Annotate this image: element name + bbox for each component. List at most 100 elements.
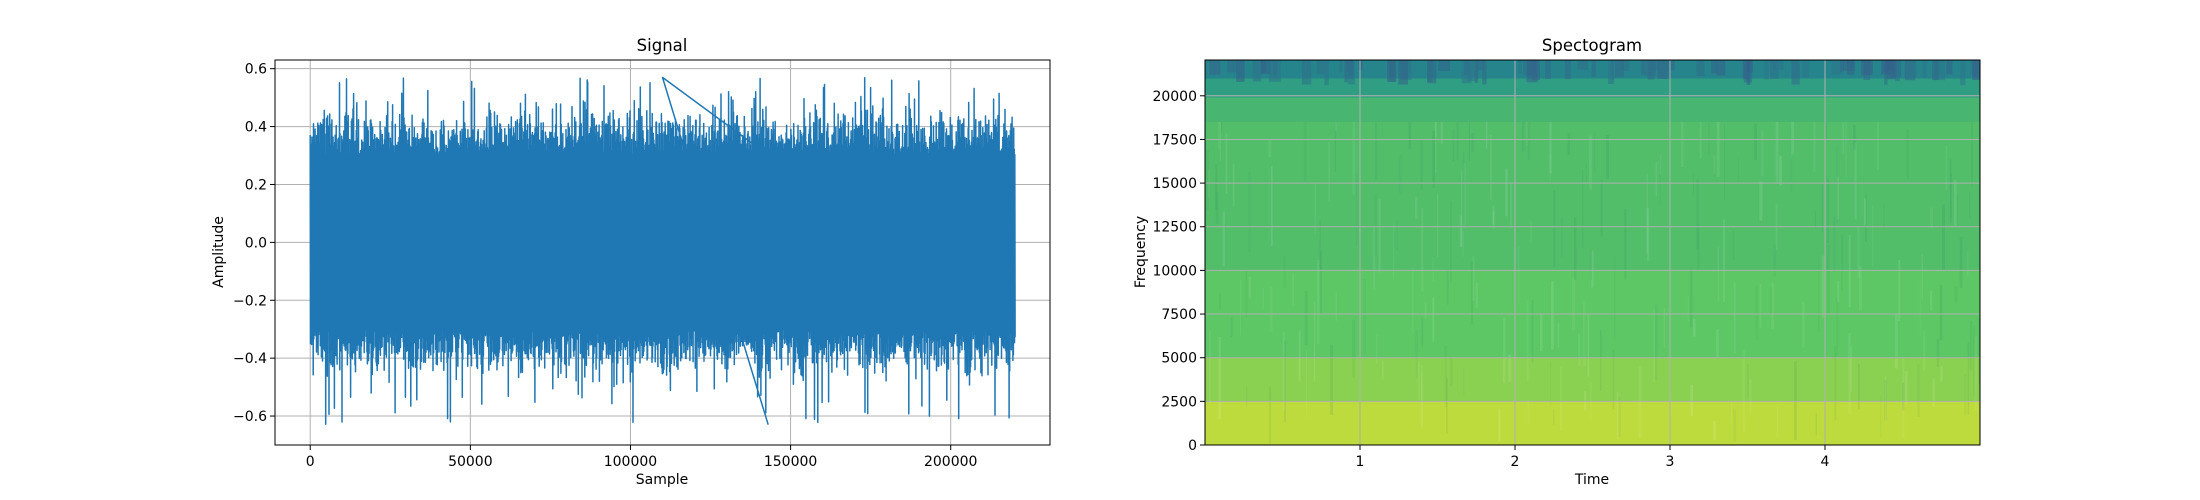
spectrogram-streak (1561, 217, 1563, 257)
spectrogram-streak (1208, 169, 1210, 198)
spectrogram-streak (1713, 420, 1716, 441)
spectrogram-y-tick-label: 2500 (1161, 394, 1197, 410)
spectrogram-blotch (1972, 60, 1980, 81)
spectrogram-streak (1319, 250, 1323, 314)
spectrogram-streak (1372, 227, 1376, 289)
spectrogram-streak (1733, 282, 1736, 353)
spectrogram-streak (1659, 153, 1662, 207)
signal-x-tick-label: 50000 (448, 454, 493, 470)
spectrogram-streak (1247, 172, 1251, 252)
spectrogram-streak (1848, 332, 1851, 415)
spectrogram-streak (1298, 330, 1301, 382)
spectrogram-streak (1919, 280, 1921, 336)
spectrogram-blotch (1268, 60, 1281, 82)
spectrogram-blotch (1614, 60, 1624, 77)
spectrogram-streak (1446, 378, 1448, 434)
spectrogram-streak (1352, 319, 1356, 378)
spectrogram-blotch (1895, 60, 1901, 82)
spectrogram-streak (1230, 317, 1233, 337)
spectrogram-streak (1978, 318, 1980, 384)
spectrogram-streak (1421, 208, 1424, 292)
spectrogram-blotch (1881, 60, 1893, 75)
spectrogram-streak (1813, 121, 1816, 172)
spectrogram-streak (1730, 401, 1733, 425)
spectrogram-y-tick-label: 17500 (1152, 132, 1197, 148)
spectrogram-streak (1424, 303, 1427, 319)
signal-y-tick-label: 0.0 (245, 235, 267, 251)
spectrogram-streak (1303, 121, 1307, 184)
spectrogram-streak (1567, 132, 1570, 155)
spectrogram-title: Spectogram (1542, 36, 1642, 55)
spectrogram-streak (1283, 256, 1286, 288)
spectrogram-streak (1550, 361, 1552, 405)
spectrogram-y-tick-label: 5000 (1161, 351, 1197, 367)
spectrogram-streak (1814, 210, 1816, 229)
spectrogram-streak (1352, 121, 1355, 195)
spectrogram-chart: 1 2 3 4 0 2500 5000 7500 10000 12500 15000 17500 20… (1133, 36, 1981, 488)
spectrogram-streak (1902, 382, 1905, 411)
spectrogram-streak (1940, 366, 1943, 382)
spectrogram-streak (1904, 370, 1908, 404)
spectrogram-streak (1432, 130, 1435, 188)
spectrogram-blotch (1831, 60, 1843, 75)
spectrogram-streak (1699, 121, 1702, 159)
spectrogram-streak (1841, 235, 1843, 291)
spectrogram-streak (1755, 285, 1759, 340)
spectrogram-streak (1432, 257, 1434, 282)
spectrogram-x-tick-label: 4 (1821, 454, 1830, 470)
spectrogram-streak (1492, 211, 1495, 229)
spectrogram-streak (1872, 204, 1874, 268)
spectrogram-blotch (1324, 60, 1329, 86)
spectrogram-streak (1775, 121, 1779, 184)
spectrogram-streak (1742, 350, 1745, 432)
spectrogram-blotch (1316, 60, 1325, 75)
spectrogram-streak (1600, 329, 1602, 392)
spectrogram-streak (1468, 121, 1470, 161)
spectrogram-streak (1930, 207, 1933, 229)
spectrogram-streak (1363, 279, 1367, 355)
spectrogram-streak (1305, 350, 1308, 419)
spectrogram-streak (1225, 133, 1228, 194)
spectrogram-streak (1382, 360, 1384, 380)
spectrogram-streak (1588, 135, 1592, 190)
spectrogram-streak (1245, 270, 1248, 317)
spectrogram-streak (1600, 179, 1603, 237)
signal-x-tick-label: 0 (306, 454, 315, 470)
spectrogram-streak (1692, 318, 1696, 337)
spectrogram-x-tick-label: 1 (1356, 454, 1365, 470)
spectrogram-streak (1821, 183, 1824, 233)
spectrogram-streak (1906, 129, 1910, 179)
spectrogram-streak (1449, 357, 1453, 387)
spectrogram-streak (1974, 336, 1977, 411)
spectrogram-streak (1942, 204, 1945, 270)
spectrogram-streak (1749, 379, 1752, 413)
spectrogram-streak (1531, 299, 1534, 363)
spectrogram-streak (1470, 262, 1474, 325)
spectrogram-blotch (1427, 60, 1437, 84)
spectrogram-streak (1268, 139, 1272, 158)
spectrogram-blotch (1387, 60, 1396, 82)
spectrogram-blotch (1620, 60, 1630, 71)
spectrogram-blotch (1960, 60, 1966, 86)
signal-x-tick-label: 200000 (924, 454, 977, 470)
spectrogram-streak (1801, 301, 1805, 348)
spectrogram-streak (1845, 121, 1847, 178)
spectrogram-streak (1399, 154, 1403, 194)
spectrogram-streak (1314, 183, 1316, 234)
spectrogram-streak (1549, 153, 1551, 183)
spectrogram-streak (1932, 378, 1935, 407)
signal-y-tick-label: −0.4 (233, 351, 267, 367)
spectrogram-streak (1518, 246, 1520, 305)
spectrogram-streak (1902, 356, 1905, 439)
spectrogram-streak (1594, 132, 1596, 173)
spectrogram-streak (1335, 121, 1337, 131)
spectrogram-streak (1950, 173, 1952, 218)
spectrogram-streak (1492, 205, 1495, 225)
spectrogram-blotch (1260, 60, 1271, 75)
spectrogram-blotch (1438, 60, 1451, 72)
spectrogram-streak (1269, 287, 1273, 333)
spectrogram-streak (1498, 408, 1501, 442)
spectrogram-texture (1206, 60, 1980, 444)
spectrogram-streak (1825, 121, 1828, 141)
spectrogram-streak (1754, 123, 1757, 161)
